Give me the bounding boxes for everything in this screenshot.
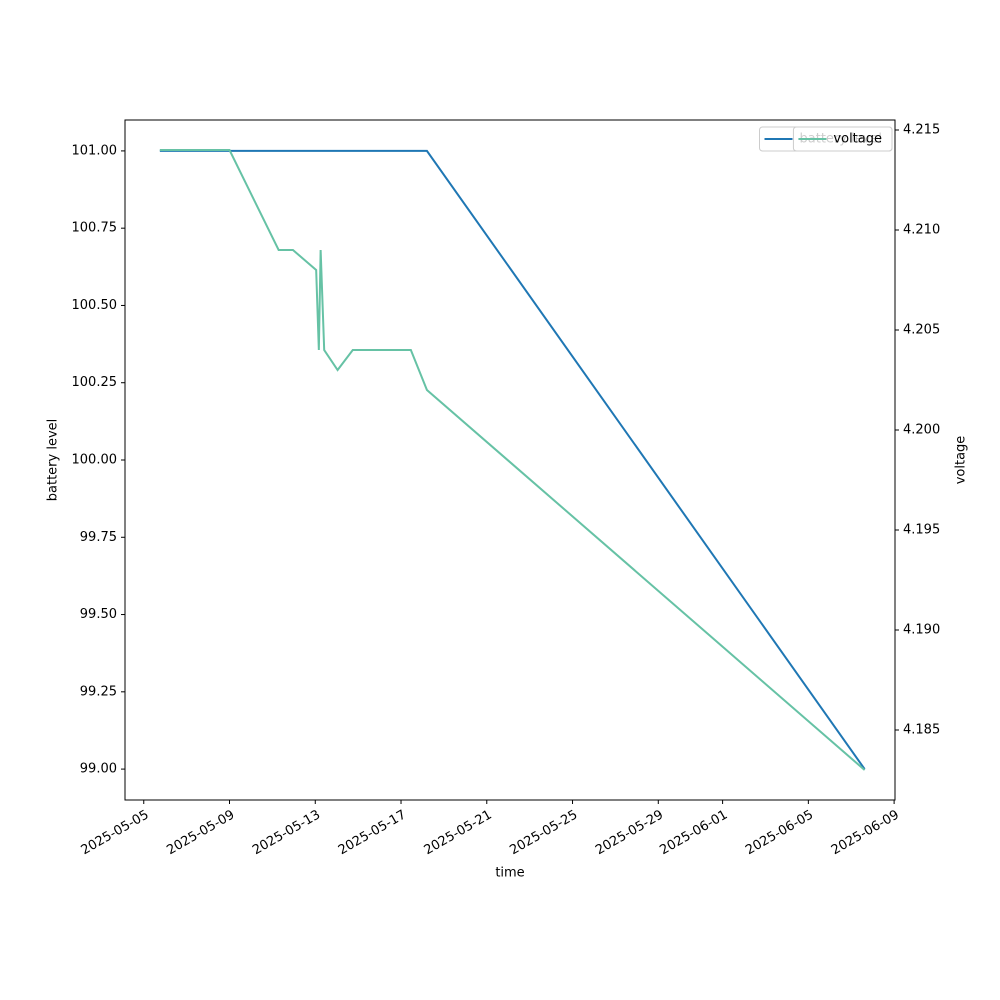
y2-tick-label: 4.200: [903, 423, 940, 438]
y2-tick-label: 4.190: [903, 623, 940, 638]
y-axis-label: battery level: [46, 419, 61, 502]
y2-tick-label: 4.215: [903, 123, 940, 138]
y-tick-label: 99.25: [80, 684, 117, 699]
x-tick-label: 2025-06-01: [657, 808, 730, 859]
y-tick-label: 101.00: [72, 143, 118, 158]
x-axis-label: time: [495, 866, 524, 881]
x-tick-label: 2025-05-25: [507, 808, 580, 859]
x-tick-label: 2025-06-05: [743, 808, 816, 859]
y2-tick-label: 4.185: [903, 723, 940, 738]
legend-label: voltage: [833, 132, 882, 147]
y2-tick-label: 4.210: [903, 223, 940, 238]
y2-axis-label: voltage: [954, 436, 969, 485]
y-tick-label: 100.75: [72, 221, 118, 236]
x-tick-label: 2025-05-17: [336, 808, 409, 859]
y2-tick-label: 4.205: [903, 323, 940, 338]
x-tick-label: 2025-05-09: [164, 808, 237, 859]
x-tick-label: 2025-05-21: [422, 808, 495, 859]
x-tick-label: 2025-05-13: [250, 808, 323, 859]
y-tick-label: 99.50: [80, 607, 117, 622]
y-tick-label: 99.00: [80, 762, 117, 777]
y-tick-label: 99.75: [80, 530, 117, 545]
x-tick-label: 2025-06-09: [829, 808, 902, 859]
y-tick-label: 100.25: [72, 375, 118, 390]
line: [159, 149, 866, 770]
line: [159, 149, 866, 771]
y-tick-label: 100.50: [72, 298, 118, 313]
x-tick-label: 2025-05-05: [79, 808, 152, 859]
plot-frame: [124, 119, 896, 801]
x-tick-label: 2025-05-29: [593, 808, 666, 859]
y2-tick-label: 4.195: [903, 523, 940, 538]
y-tick-label: 100.00: [72, 453, 118, 468]
legend-box: [792, 126, 893, 152]
legend: voltage: [792, 126, 893, 152]
